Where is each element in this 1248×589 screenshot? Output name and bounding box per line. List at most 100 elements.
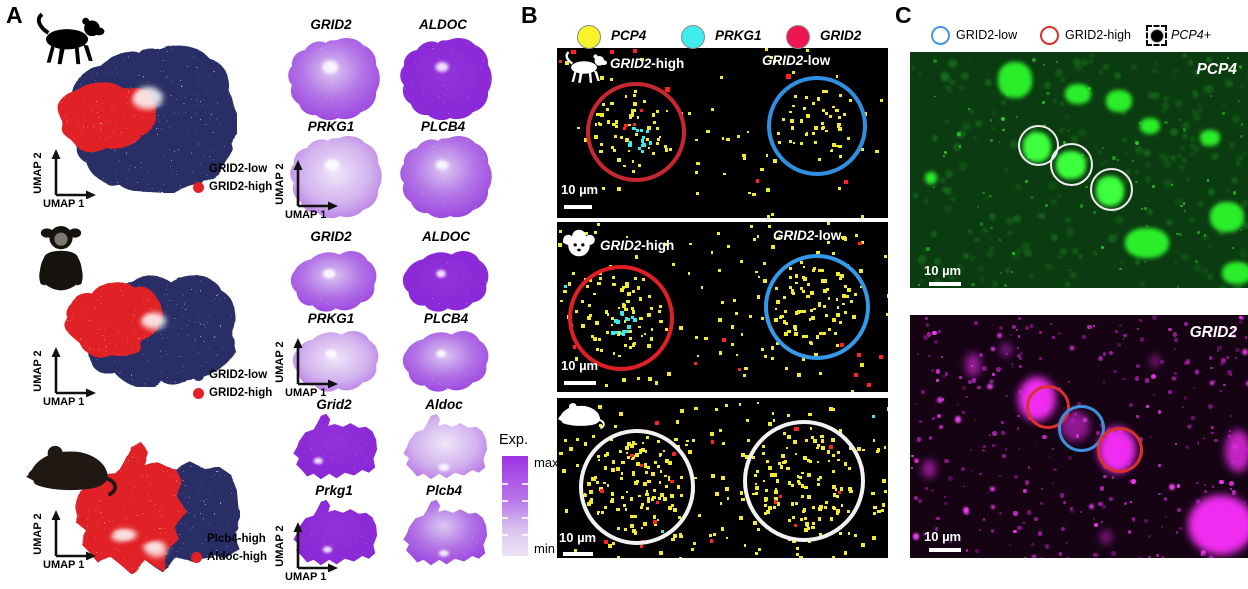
legend-item: Aldoc-high [191,551,267,563]
feature-title: GRID2 [310,229,352,244]
signal-blob [922,460,936,478]
umap-axes: UMAP 2 UMAP 1 [30,345,106,413]
feature-plot [290,135,382,219]
legend-item: GRID2-low [193,163,267,175]
image-title: GRID2 [1189,324,1237,341]
signal-blob [925,172,937,184]
feature-title: GRID2 [310,17,352,32]
legend-label: GRID2-high [209,181,273,193]
signal-blob [1200,130,1220,146]
scalebar-label: 10 µm [561,358,599,373]
signal-blob [1125,228,1169,258]
pcp4-positive-circle [1090,168,1133,211]
axis-arrows-icon [51,149,96,199]
umap2-axis-label: UMAP 2 [274,525,286,567]
pcp4-channel-image: PCP4 10 µm [910,52,1248,288]
panel-a-label: A [6,2,23,28]
grid2-high-circle-icon [1040,26,1059,45]
legend-label: PCP4+ [1171,28,1211,42]
prkg1-dot-icon [681,25,705,49]
feature-plot [403,413,488,480]
scalebar [563,552,593,556]
scalebar [929,282,961,286]
umap2-axis-label: UMAP 2 [274,341,286,383]
axis-arrows-icon [293,522,338,572]
grid2-channel-image: GRID2 10 µm [910,315,1248,558]
feature-title: PRKG1 [307,119,355,134]
umap-marmoset [64,269,236,385]
umap2-axis-label: UMAP 2 [32,152,44,194]
grid2-low-label: GRID2-low [762,53,831,68]
umap-axes: UMAP 2 UMAP 1 [272,336,348,404]
expression-colorbar [502,456,528,556]
colorbar-title: Exp. [499,432,529,448]
signal-blob [1222,262,1248,284]
umap-axes: UMAP 2 UMAP 1 [30,147,106,215]
signal-blob [1210,202,1244,232]
scalebar [564,205,592,209]
umap-axes: UMAP 2 UMAP 1 [272,520,348,588]
macaque-icon [565,51,608,85]
signal-blob [1100,530,1112,544]
feature-plot [402,250,489,312]
legend-label: PRKG1 [715,28,762,43]
grid2-high-circle [586,82,686,182]
panel-b-label: B [521,2,538,28]
panel-c-label: C [895,2,912,28]
fish-image-macaque: GRID2-high GRID2-low 10 µm [557,48,888,218]
grid2-low-circle [1058,405,1105,452]
axis-arrows-icon [293,160,338,210]
umap2-axis-label: UMAP 2 [32,350,44,392]
feature-title: Aldoc [425,397,463,412]
pcp4-positive-circle [1050,143,1093,186]
legend-label: GRID2-high [1065,28,1131,42]
grid2-low-circle-icon [931,26,950,45]
grid2-low-circle [767,76,867,176]
scalebar-label: 10 µm [559,530,597,545]
cluster-dot [193,369,204,381]
colorbar-min-label: min [534,541,555,556]
umap1-axis-label: UMAP 1 [43,396,85,408]
legend-item: GRID2-high [193,387,272,399]
legend-item: Plcb4-high [191,533,266,545]
mouse-icon [24,443,118,497]
scalebar [929,548,961,552]
grid2-high-label: GRID2-high [600,238,675,253]
signal-blob [965,353,981,377]
axis-arrows-icon [293,338,338,388]
feature-title: PRKG1 [307,311,355,326]
grid2-high-label: GRID2-high [610,56,685,71]
scalebar [564,381,596,385]
feature-title: Plcb4 [425,483,463,498]
umap1-axis-label: UMAP 1 [285,209,327,221]
image-title: PCP4 [1196,61,1238,78]
feature-title: PLCB4 [420,119,466,134]
umap1-axis-label: UMAP 1 [285,571,327,583]
mouse-icon [557,402,605,430]
pcp4-positive-circle [1018,125,1059,166]
legend-label: GRID2-low [209,369,268,381]
feature-title: Grid2 [316,397,352,412]
colorbar-max-label: max [534,455,559,470]
cluster-dot [191,533,202,545]
scalebar-label: 10 µm [924,263,962,278]
feature-plot [290,250,377,312]
umap1-axis-label: UMAP 1 [285,387,327,399]
fish-image-marmoset: GRID2-high GRID2-low 10 µm [557,222,888,392]
umap1-axis-label: UMAP 1 [43,198,85,210]
grid2-high-circle [1026,385,1070,429]
feature-title: ALDOC [419,17,467,32]
umap-mouse [70,437,239,569]
signal-blob [1225,430,1248,472]
grid2-high-circle [1097,427,1143,473]
region-circle [743,420,865,542]
marmoset-icon [39,226,83,291]
axis-arrows-icon [51,510,96,560]
grid2-low-circle [764,254,870,360]
umap-axes: UMAP 2 UMAP 1 [30,508,106,576]
feature-plot [293,413,378,480]
region-circle [579,429,695,545]
grid2-low-label: GRID2-low [773,228,842,243]
legend-item: GRID2-low [193,369,267,381]
